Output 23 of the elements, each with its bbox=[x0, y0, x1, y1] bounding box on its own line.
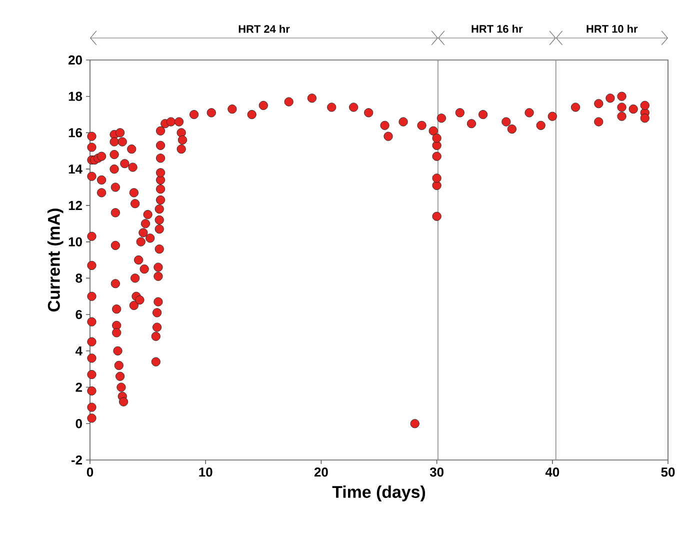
y-tick-label: 8 bbox=[76, 274, 82, 283]
x-tick-label: 0 bbox=[86, 468, 94, 477]
x-tick-label: 20 bbox=[314, 468, 328, 477]
y-tick-label: 14 bbox=[68, 164, 82, 174]
y-tick-label: -2 bbox=[71, 455, 82, 465]
text: HRT 10 hr bbox=[586, 24, 638, 33]
y-tick-label: 16 bbox=[68, 128, 82, 138]
x-tick-label: 50 bbox=[661, 468, 675, 477]
y-tick-label: 20 bbox=[68, 55, 82, 65]
y-tick-label: 2 bbox=[76, 382, 82, 392]
y-tick-label: 6 bbox=[76, 310, 82, 320]
x-tick-label: 40 bbox=[545, 468, 560, 477]
y-tick-label: 12 bbox=[68, 200, 82, 210]
x-tick-label: 30 bbox=[430, 468, 444, 477]
x-axis-title: Time (days) bbox=[332, 486, 426, 502]
x-tick-label: 10 bbox=[199, 468, 212, 477]
text: HRT 16 hr bbox=[472, 24, 523, 33]
y-tick-label: 18 bbox=[68, 92, 82, 101]
y-tick-label: 4 bbox=[75, 346, 82, 356]
y-tick-label: 0 bbox=[76, 419, 82, 428]
y-axis-title: Current (mA) bbox=[47, 208, 64, 312]
y-tick-label: 10 bbox=[68, 237, 82, 246]
text: HRT 24 hr bbox=[238, 24, 290, 33]
